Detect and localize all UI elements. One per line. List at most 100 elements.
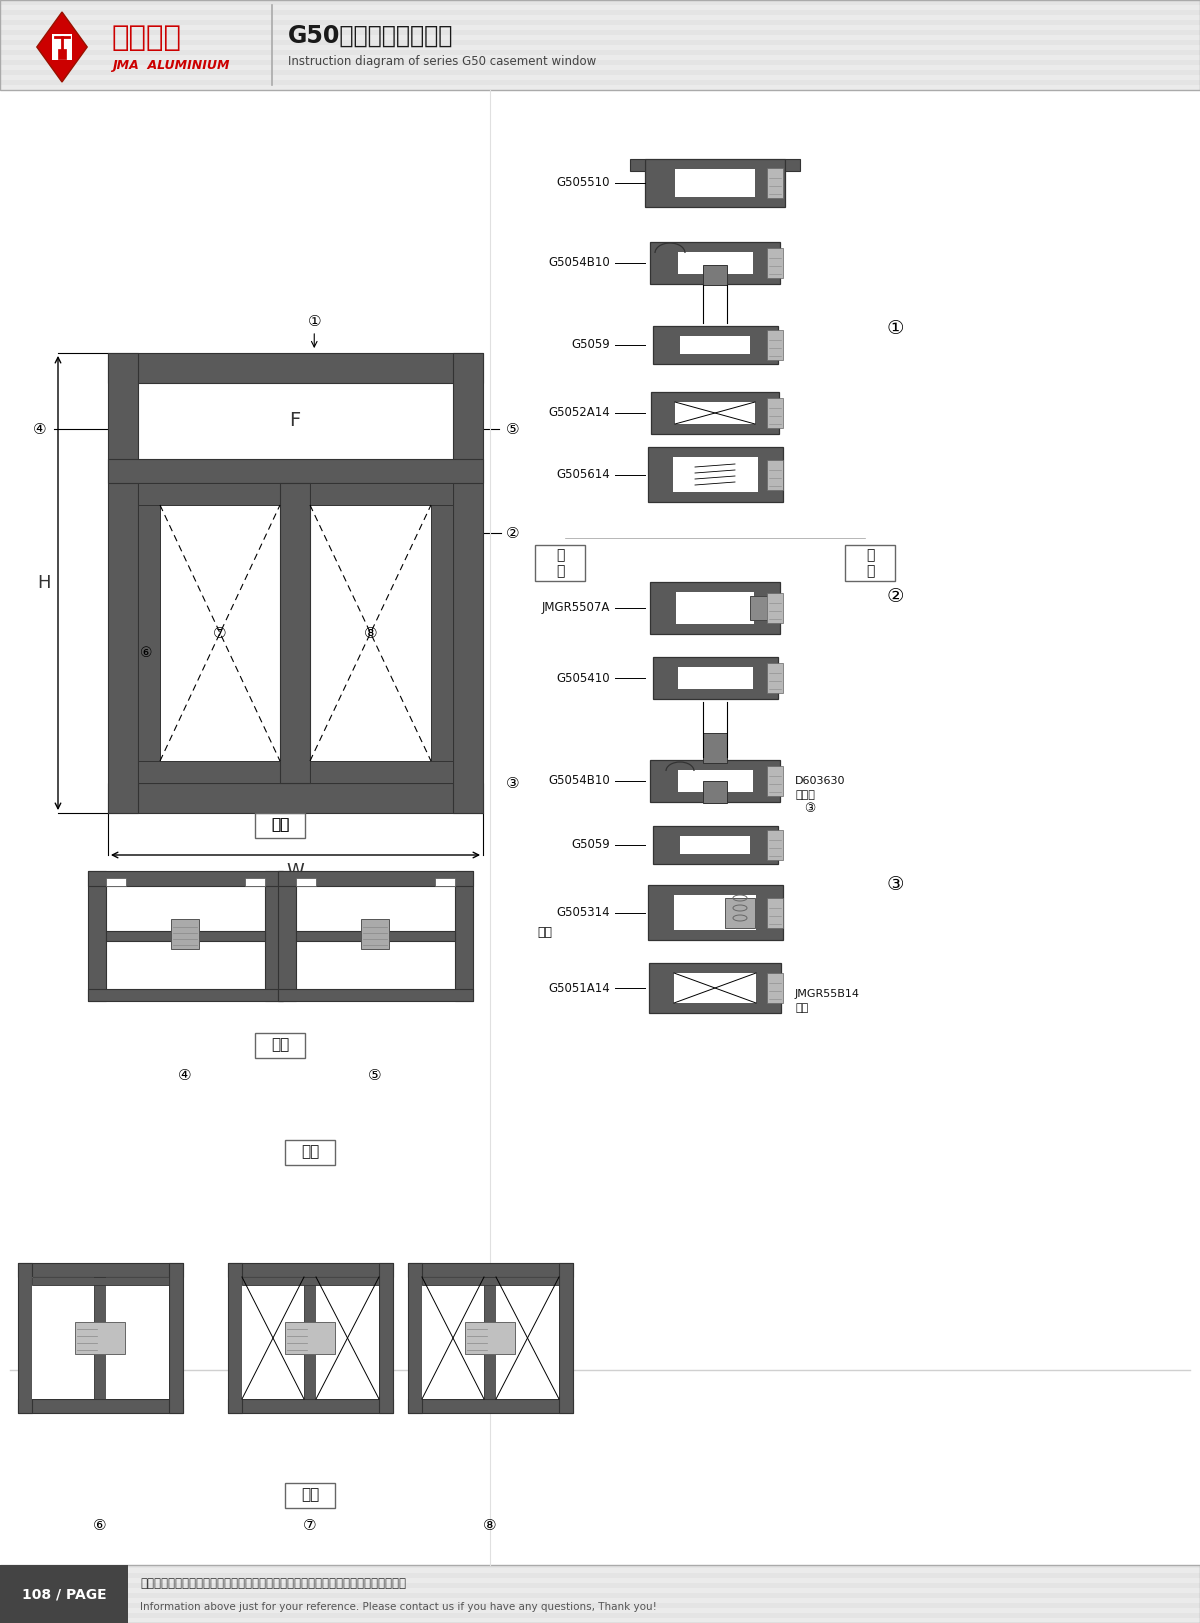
Bar [286,1139,335,1165]
Bar [454,352,482,813]
Bar [630,159,646,170]
Bar [680,836,750,854]
Bar [0,19,1200,24]
Bar [106,1277,169,1399]
Bar [650,760,780,802]
Bar [316,1277,379,1399]
Bar [0,1594,1200,1599]
Bar [0,1578,1200,1582]
Text: 图中所示型材截面、装配、编号、尺寸及重量仅供参考。如有疑问，请向本公司和询。: 图中所示型材截面、装配、编号、尺寸及重量仅供参考。如有疑问，请向本公司和询。 [140,1578,406,1591]
Bar [74,1323,125,1354]
Bar [88,872,283,886]
Bar [18,1399,182,1414]
Text: 坚美铝业: 坚美铝业 [112,24,182,52]
Text: JMGR55B14: JMGR55B14 [796,988,860,1000]
Text: ⑥: ⑥ [139,646,152,661]
Bar [172,919,199,949]
Text: 角码配: 角码配 [796,790,815,800]
Bar [242,1277,379,1285]
Bar [703,734,727,763]
Bar [436,878,455,886]
Bar [725,898,755,928]
Bar [674,169,755,196]
Bar [676,592,754,623]
Bar [242,1277,304,1399]
Bar [466,1323,515,1354]
Bar [455,872,473,1001]
Text: 108 / PAGE: 108 / PAGE [22,1587,107,1600]
Bar [408,1399,574,1414]
Text: 室内: 室内 [301,1144,319,1159]
Bar [767,766,784,795]
Text: 室外: 室外 [271,1037,289,1052]
Bar [674,894,756,930]
Bar [0,1582,1200,1587]
Bar [0,1573,1200,1578]
Bar [653,657,778,700]
Bar [422,1277,484,1399]
Text: 室内: 室内 [271,818,289,833]
Bar [94,1277,106,1399]
Bar [108,352,482,383]
Text: W: W [287,862,305,880]
Bar [106,932,265,941]
Bar [228,1263,394,1277]
Bar [88,872,106,1001]
Bar [767,592,784,623]
Bar [108,782,482,813]
Bar [845,545,895,581]
Bar [767,829,784,860]
Bar [496,1277,559,1399]
Bar [422,1277,559,1285]
Bar [280,484,310,782]
Bar [286,1323,335,1354]
Text: ⑧: ⑧ [484,1518,497,1532]
Bar [0,1618,1200,1623]
Bar [245,878,265,886]
Text: G505410: G505410 [557,672,610,685]
Bar [296,932,455,941]
Bar [650,583,780,635]
Bar [703,781,727,803]
Text: G5051A14: G5051A14 [548,982,610,995]
Bar [18,1263,182,1277]
Bar [108,352,138,813]
Bar [703,265,727,286]
Bar [648,446,784,502]
Bar [0,65,1200,70]
Bar [767,398,784,428]
Text: ④: ④ [34,422,47,437]
Bar [674,403,755,424]
Bar [0,50,1200,55]
Text: G5059: G5059 [571,339,610,352]
Bar [0,1613,1200,1618]
Bar [138,761,280,782]
Bar [0,0,1200,5]
Bar [653,826,778,863]
Bar [0,1604,1200,1608]
Text: G5059: G5059 [571,839,610,852]
Bar [18,1263,32,1414]
Bar [108,459,482,484]
Bar [674,974,756,1003]
Bar [304,1277,316,1399]
Bar [648,885,784,940]
Text: 室内: 室内 [271,818,289,833]
Bar [767,329,784,360]
Bar [0,1608,1200,1613]
Bar [0,1565,1200,1623]
Bar [653,326,778,364]
Bar [106,878,126,886]
Text: Information above just for your reference. Please contact us if you have any que: Information above just for your referenc… [140,1602,656,1612]
Bar [88,988,283,1001]
Text: H: H [37,575,50,592]
Bar [0,36,1200,41]
Bar [0,60,1200,65]
Bar [278,872,473,886]
Bar [0,1565,128,1623]
Bar [431,484,454,782]
Bar [52,34,72,60]
Text: ③: ③ [804,802,816,815]
Bar [678,667,754,690]
Bar [785,159,800,170]
